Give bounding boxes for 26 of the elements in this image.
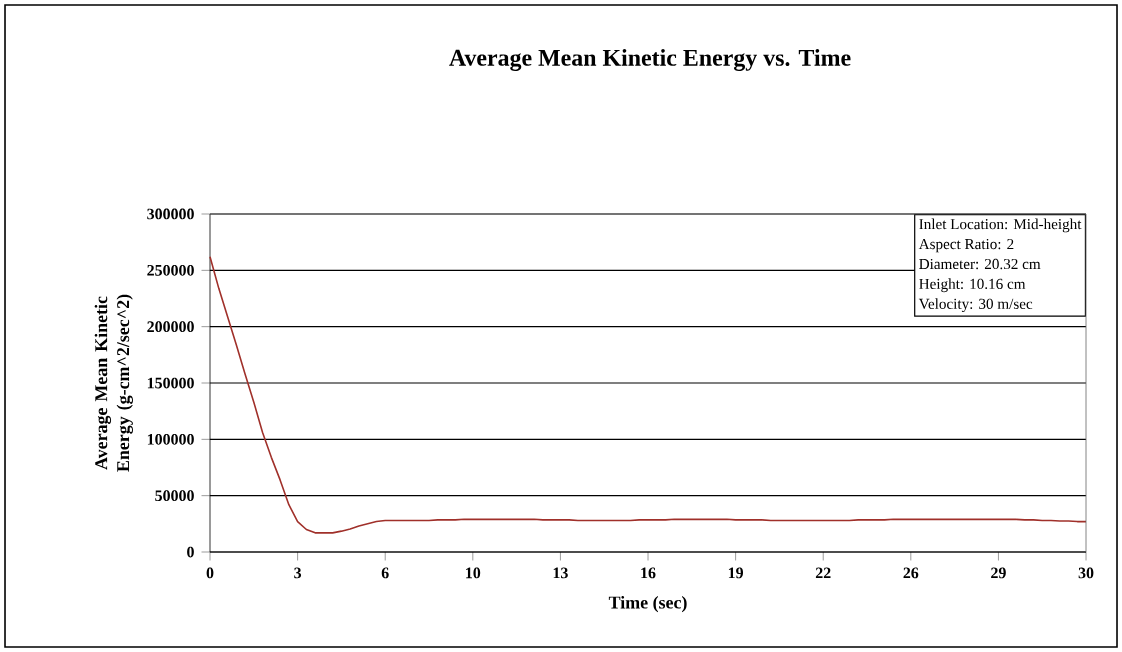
x-tick-label: 0 — [206, 567, 214, 579]
annotation: Aspect Ratio: 2 — [918, 238, 1014, 253]
x-tick-label: 26 — [903, 567, 919, 579]
y-tick-label: 100000 — [147, 433, 194, 445]
y-tick-label: 300000 — [147, 208, 194, 220]
x-tick-label: 10 — [466, 567, 481, 579]
x-tick-label: 29 — [991, 567, 1006, 579]
x-tick-label: 16 — [641, 567, 656, 579]
x-axis-title: Time (sec) — [608, 595, 687, 613]
y-tick-label: 0 — [187, 546, 194, 558]
chart-title: Average Mean Kinetic Energy vs. Time — [449, 49, 851, 71]
y-tick-label: 50000 — [155, 490, 194, 502]
y-axis-title: Average Mean Kinetic Energy (g-cm^2/sec^2) — [94, 294, 133, 472]
annotation: Diameter: 20.32 cm — [919, 258, 1041, 270]
x-tick-label: 6 — [381, 567, 389, 579]
x-tick-label: 3 — [294, 567, 302, 579]
x-tick-label: 30 — [1078, 567, 1094, 579]
y-tick-label: 200000 — [147, 321, 194, 333]
annotation: Velocity: 30 m/sec — [918, 298, 1033, 313]
y-tick-label: 150000 — [147, 377, 194, 389]
x-tick-label: 19 — [728, 567, 744, 579]
y-tick-label: 250000 — [147, 264, 194, 276]
annotation: Inlet Location: Mid-height — [919, 218, 1082, 233]
x-tick-label: 22 — [815, 567, 831, 579]
annotation: Height: 10.16 cm — [919, 278, 1026, 293]
x-tick-label: 13 — [553, 567, 568, 579]
